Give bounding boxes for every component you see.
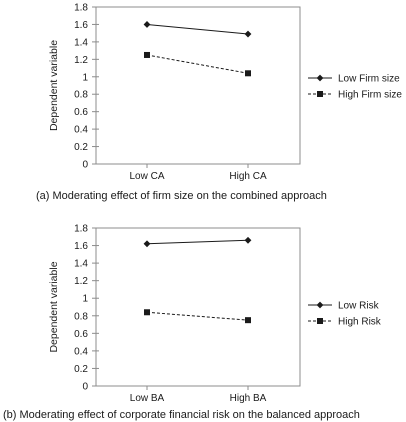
y-tick-label: 1.2 bbox=[74, 55, 88, 66]
plot-area-frame bbox=[95, 6, 301, 165]
plot-area-frame bbox=[95, 227, 301, 387]
x-tick-label: Low CA bbox=[129, 171, 164, 182]
data-point bbox=[144, 51, 150, 58]
series-lines bbox=[146, 23, 249, 74]
chart-b: 0 0.2 0.4 0.6 0.8 1 1.2 1.4 1.6 1.8 Low BA High BA… bbox=[3, 224, 382, 422]
legend: Low Firm size High Firm size bbox=[308, 74, 402, 101]
series-line bbox=[146, 54, 249, 74]
data-point bbox=[244, 30, 252, 38]
x-tick-label: Low BA bbox=[130, 393, 165, 404]
legend-marker bbox=[317, 318, 323, 324]
data-point bbox=[245, 317, 251, 324]
y-tick-label: 0.8 bbox=[74, 90, 88, 101]
data-point bbox=[244, 236, 252, 244]
x-tick-label: High CA bbox=[229, 171, 267, 182]
y-tick-label: 1.6 bbox=[74, 241, 88, 252]
y-axis-title: Dependent variable bbox=[48, 40, 60, 131]
chart-caption: (b) Moderating effect of corporate finan… bbox=[3, 409, 360, 421]
series-line bbox=[146, 311, 249, 321]
y-axis: 0 0.2 0.4 0.6 0.8 1 1.2 1.4 1.6 1.8 bbox=[74, 3, 99, 171]
y-tick-label: 1.8 bbox=[74, 3, 88, 14]
y-tick-label: 1.2 bbox=[74, 276, 88, 287]
y-tick-label: 1 bbox=[82, 72, 88, 83]
chart-a: 0 0.2 0.4 0.6 0.8 1 1.2 1.4 1.6 1.8 Low CA High CA… bbox=[36, 3, 402, 203]
x-axis: Low CA High CA bbox=[129, 164, 267, 182]
y-axis-title: Dependent variable bbox=[48, 261, 60, 352]
y-tick-label: 0.4 bbox=[74, 125, 88, 136]
legend: Low Risk High Risk bbox=[308, 301, 382, 328]
legend-label: High Risk bbox=[338, 317, 382, 328]
legend-marker bbox=[316, 301, 324, 309]
series-markers bbox=[143, 21, 252, 77]
y-tick-label: 0.2 bbox=[74, 142, 88, 153]
legend-marker bbox=[317, 91, 323, 97]
data-point bbox=[144, 309, 150, 316]
legend-label: Low Firm size bbox=[338, 74, 400, 85]
y-tick-label: 1 bbox=[82, 294, 88, 305]
y-tick-label: 0.4 bbox=[74, 346, 88, 357]
y-tick-label: 1.6 bbox=[74, 20, 88, 31]
y-tick-label: 0 bbox=[82, 160, 88, 171]
y-tick-label: 1.8 bbox=[74, 224, 88, 235]
y-axis: 0 0.2 0.4 0.6 0.8 1 1.2 1.4 1.6 1.8 bbox=[74, 224, 99, 393]
series-markers bbox=[143, 236, 252, 324]
y-tick-label: 0 bbox=[82, 382, 88, 393]
y-tick-label: 0.2 bbox=[74, 364, 88, 375]
legend-marker bbox=[316, 74, 324, 82]
legend-label: High Firm size bbox=[338, 90, 402, 101]
data-point bbox=[143, 240, 151, 248]
data-point bbox=[143, 21, 151, 28]
chart-caption: (a) Moderating effect of firm size on th… bbox=[36, 190, 327, 202]
y-tick-label: 0.6 bbox=[74, 329, 88, 340]
y-tick-label: 0.8 bbox=[74, 311, 88, 322]
series-lines bbox=[146, 239, 249, 321]
legend-label: Low Risk bbox=[338, 301, 380, 312]
y-tick-label: 1.4 bbox=[74, 37, 88, 48]
y-tick-label: 0.6 bbox=[74, 107, 88, 118]
y-tick-label: 1.4 bbox=[74, 259, 88, 270]
x-axis: Low BA High BA bbox=[130, 386, 267, 404]
series-line bbox=[146, 239, 249, 245]
x-tick-label: High BA bbox=[230, 393, 267, 404]
series-line bbox=[146, 23, 249, 35]
data-point bbox=[245, 70, 251, 77]
